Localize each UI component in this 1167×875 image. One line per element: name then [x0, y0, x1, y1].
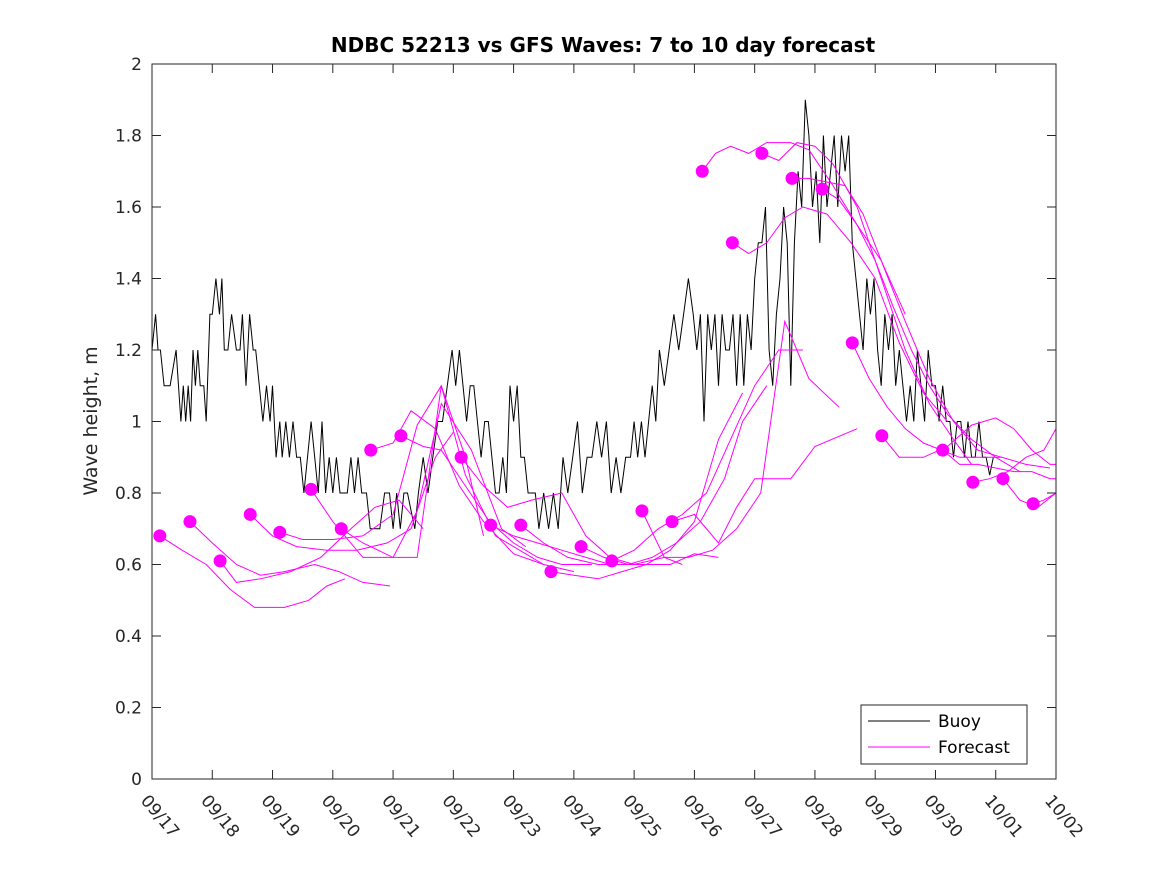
forecast-line [732, 206, 948, 422]
legend-box [860, 704, 1028, 765]
y-tick-label: 0.4 [115, 627, 142, 647]
y-tick-label: 0.2 [115, 699, 142, 719]
legend-forecast-label: Forecast [938, 738, 1010, 758]
forecast-marker [815, 182, 829, 196]
forecast-marker [243, 507, 257, 521]
forecast-marker [394, 429, 408, 443]
y-tick-label: 0.8 [115, 484, 142, 504]
y-tick-label: 0 [131, 770, 142, 790]
forecast-marker [484, 518, 498, 532]
forecast-line [219, 499, 424, 583]
forecast-marker [966, 475, 980, 489]
forecast-marker [334, 522, 348, 536]
y-tick-label: 1.4 [115, 270, 142, 290]
forecast-marker [153, 529, 167, 543]
forecast-line [159, 535, 346, 608]
forecast-marker [454, 450, 468, 464]
y-axis: 0 0.2 0.4 0.6 0.8 1 1.2 1.4 1.6 1.8 2 [115, 55, 1056, 790]
y-tick-label: 1.6 [115, 198, 142, 218]
forecast-line [671, 428, 858, 544]
forecast-marker [605, 554, 619, 568]
forecast-marker [936, 443, 950, 457]
forecast-line [942, 449, 1056, 480]
forecast-line [279, 384, 484, 540]
forecast-marker [183, 515, 197, 529]
y-tick-label: 2 [131, 55, 142, 75]
y-tick-label: 1.8 [115, 127, 142, 147]
forecast-marker [665, 515, 679, 529]
chart-title: NDBC 52213 vs GFS Waves: 7 to 10 day for… [331, 33, 876, 57]
forecast-marker [574, 540, 588, 554]
forecast-line [821, 188, 1021, 473]
forecast-marker [1026, 497, 1040, 511]
forecast-marker [304, 482, 318, 496]
legend-buoy-label: Buoy [938, 712, 981, 732]
buoy-series [152, 99, 994, 530]
forecast-line [611, 349, 803, 562]
forecast-line [460, 456, 659, 565]
legend: Buoy Forecast [860, 704, 1028, 765]
forecast-line [701, 142, 906, 315]
forecast-marker [785, 171, 799, 185]
forecast-marker [213, 554, 227, 568]
forecast-marker [273, 525, 287, 539]
forecast-marker [544, 565, 558, 579]
y-tick-label: 1 [131, 413, 142, 433]
forecast-line [972, 428, 1056, 483]
forecast-marker [725, 236, 739, 250]
y-tick-label: 0.6 [115, 556, 142, 576]
buoy-line [152, 99, 994, 530]
forecast-line [881, 417, 1056, 465]
forecast-line [340, 385, 544, 565]
forecast-marker [845, 336, 859, 350]
forecast-line [641, 319, 840, 558]
y-tick-label: 1.2 [115, 341, 142, 361]
forecast-line [792, 177, 1002, 458]
forecast-marker [635, 504, 649, 518]
forecast-marker [514, 518, 528, 532]
forecast-marker [695, 164, 709, 178]
forecast-marker [364, 443, 378, 457]
forecast-line [550, 392, 744, 580]
y-axis-label: Wave height, m [80, 346, 102, 495]
forecast-line [189, 521, 391, 587]
forecast-marker [875, 429, 889, 443]
forecast-marker [755, 146, 769, 160]
forecast-line [761, 142, 973, 465]
forecast-marker [996, 472, 1010, 486]
forecast-markers [153, 146, 1040, 579]
